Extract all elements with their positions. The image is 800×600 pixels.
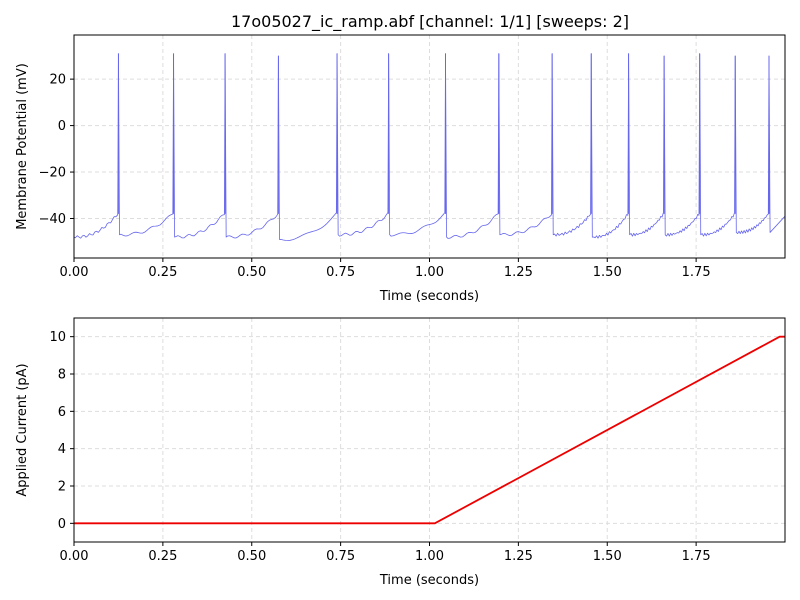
y-ticks-top: −40 −20 0 20 xyxy=(39,73,74,227)
x-tick-label: 1.25 xyxy=(504,265,533,280)
membrane-potential-line xyxy=(73,53,786,241)
x-axis-label-bottom: Time (seconds) xyxy=(379,573,479,588)
x-tick-label: 0.00 xyxy=(60,549,89,564)
membrane-potential-series xyxy=(73,53,786,241)
x-tick-label: 0.75 xyxy=(326,549,355,564)
y-tick-label: −20 xyxy=(39,166,66,181)
y-tick-label: 6 xyxy=(58,405,66,420)
grid-lines-bottom xyxy=(73,318,785,542)
grid-lines-top xyxy=(73,35,785,258)
x-tick-label: 0.00 xyxy=(60,265,89,280)
y-tick-label: 0 xyxy=(58,517,66,532)
y-tick-label: 2 xyxy=(58,480,66,495)
y-tick-label: 0 xyxy=(58,119,66,134)
applied-current-line xyxy=(74,335,785,525)
y-tick-label: 4 xyxy=(58,442,66,457)
x-tick-label: 1.75 xyxy=(682,265,711,280)
x-ticks-bottom: 0.00 0.25 0.50 0.75 1.00 1.25 1.50 1.75 xyxy=(60,542,711,564)
membrane-potential-panel: 0.00 0.25 0.50 0.75 1.00 1.25 1.50 1.75 −40 −20 0… xyxy=(15,34,786,304)
applied-current-panel: 0.00 0.25 0.50 0.75 1.00 1.25 1.50 1.75 0 2 4 6 8 10… xyxy=(15,317,786,588)
x-tick-label: 0.50 xyxy=(237,265,266,280)
x-tick-label: 1.25 xyxy=(504,549,533,564)
x-tick-label: 0.25 xyxy=(148,549,177,564)
y-axis-label-top: Membrane Potential (mV) xyxy=(15,63,30,230)
x-tick-label: 1.00 xyxy=(415,549,444,564)
x-axis-label-top: Time (seconds) xyxy=(379,289,479,304)
y-axis-label-bottom: Applied Current (pA) xyxy=(15,363,30,496)
y-tick-label: −40 xyxy=(39,212,66,227)
y-tick-label: 20 xyxy=(49,73,66,88)
chart-title: 17o05027_ic_ramp.abf [channel: 1/1] [swe… xyxy=(231,12,629,32)
applied-current-series xyxy=(74,335,785,525)
x-tick-label: 0.25 xyxy=(148,265,177,280)
y-tick-label: 10 xyxy=(49,330,66,345)
x-tick-label: 1.75 xyxy=(682,549,711,564)
y-ticks-bottom: 0 2 4 6 8 10 xyxy=(49,330,74,532)
x-ticks-top: 0.00 0.25 0.50 0.75 1.00 1.25 1.50 1.75 xyxy=(60,258,711,280)
x-tick-label: 1.50 xyxy=(593,265,622,280)
x-tick-label: 1.00 xyxy=(415,265,444,280)
x-tick-label: 1.50 xyxy=(593,549,622,564)
x-tick-label: 0.75 xyxy=(326,265,355,280)
x-tick-label: 0.50 xyxy=(237,549,266,564)
y-tick-label: 8 xyxy=(58,368,66,383)
